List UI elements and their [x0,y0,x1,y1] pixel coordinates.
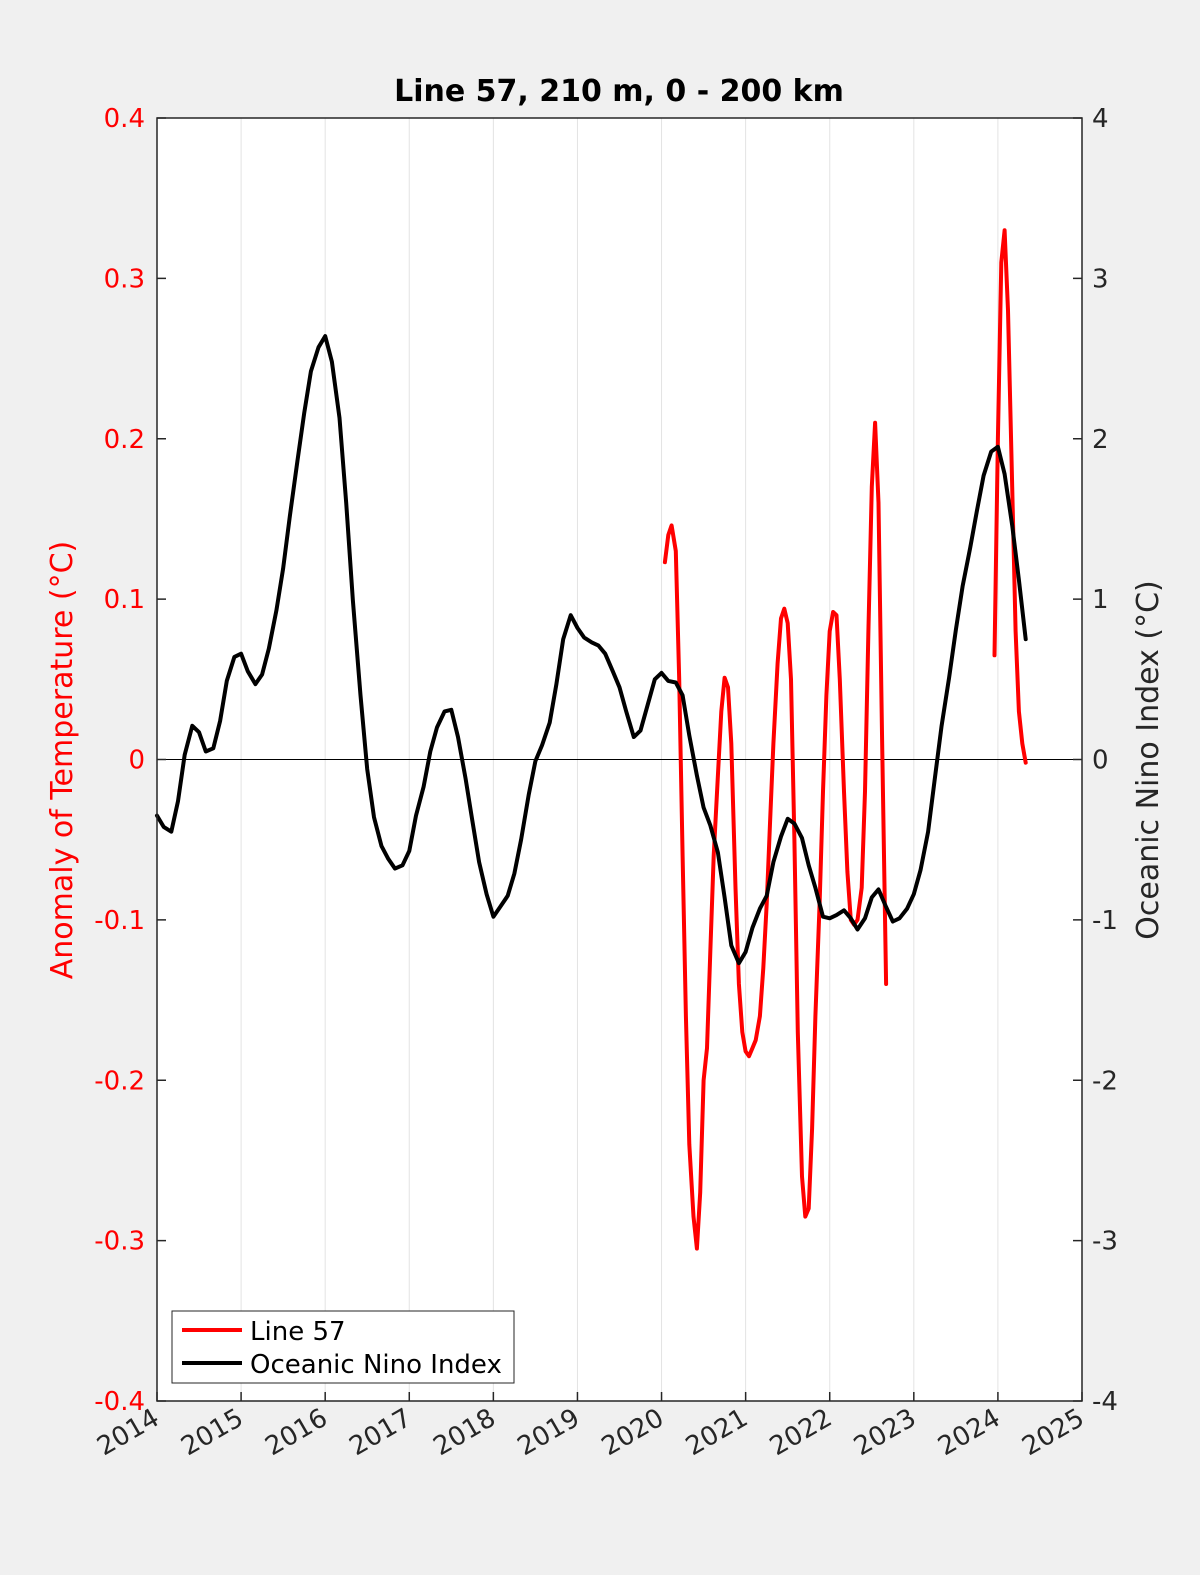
series-layer [155,228,1028,1251]
y-left-tick-label: 0.3 [104,264,145,294]
y-left-tick-label: 0 [128,746,145,776]
oni-series-path [155,334,1028,966]
y-left-tick-label: -0.3 [94,1227,145,1257]
y-left-tick-label: 0.4 [104,104,145,134]
line57-series-path [992,228,1028,765]
legend-line57-label: Line 57 [250,1317,346,1347]
y-left-tick-label: -0.1 [94,906,145,936]
y-right-tick-label: 3 [1092,264,1109,294]
y-right-tick-label: 0 [1092,746,1109,776]
y-right-tick-label: 2 [1092,425,1109,455]
y-right-tick-label: -3 [1092,1227,1118,1257]
y-left-tick-label: -0.2 [94,1066,145,1096]
y-axis-right-label: Oceanic Nino Index (°C) [1131,580,1166,940]
y-right-tick-label: -2 [1092,1066,1118,1096]
y-axis-left-label: Anomaly of Temperature (°C) [45,541,80,980]
line57-series-path [662,420,889,1251]
y-left-tick-label: -0.4 [94,1387,145,1417]
legend-oni-label: Oceanic Nino Index [250,1350,502,1380]
y-right-tick-label: -4 [1092,1387,1118,1417]
chart-title: Line 57, 210 m, 0 - 200 km [394,74,844,109]
y-right-tick-label: -1 [1092,906,1118,936]
legend: Line 57 Oceanic Nino Index [171,1310,515,1384]
y-right-tick-label: 1 [1092,585,1109,615]
legend-box [171,1310,515,1384]
y-left-tick-label: 0.1 [104,585,145,615]
y-right-tick-label: 4 [1092,104,1109,134]
y-left-tick-label: 0.2 [104,425,145,455]
